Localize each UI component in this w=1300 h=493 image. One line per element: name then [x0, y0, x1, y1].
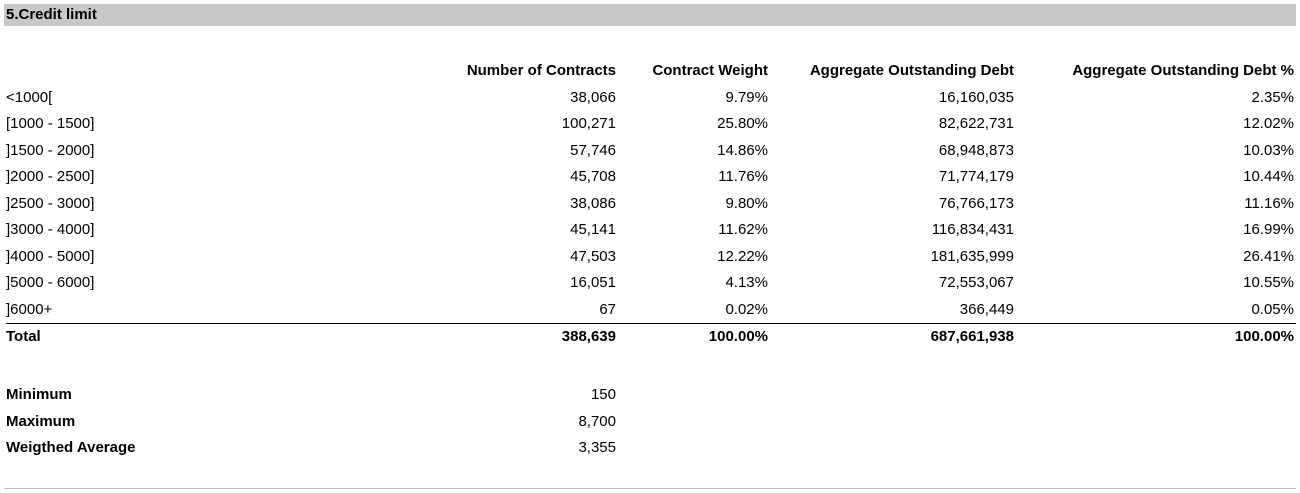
cell-range-label: ]3000 - 4000]	[6, 221, 95, 238]
total-number-of-contracts: 388,639	[414, 323, 618, 351]
cell-contract-weight: 9.79%	[725, 88, 768, 106]
cell-number-of-contracts: 100,271	[561, 115, 616, 132]
cell-range-label: ]2500 - 3000]	[6, 194, 95, 212]
stat-value: 150	[590, 386, 616, 403]
cell-contract-weight: 0.02%	[725, 300, 768, 318]
header-contract-weight: Contract Weight	[652, 62, 768, 79]
cell-number-of-contracts: 45,141	[570, 221, 616, 238]
cell-aggregate-outstanding-debt-pct: 12.02%	[1243, 115, 1294, 132]
total-row: Total 388,639 100.00% 687,661,938 100.00…	[6, 323, 1296, 351]
cell-contract-weight: 12.22%	[717, 247, 768, 265]
cell-aggregate-outstanding-debt-pct: 10.55%	[1243, 274, 1294, 291]
cell-contract-weight: 4.13%	[725, 274, 768, 291]
summary-stats-table: Minimum 150 Maximum 8,700 Weigthed Average 3,…	[6, 382, 618, 462]
cell-aggregate-outstanding-debt-pct: 10.44%	[1243, 168, 1294, 185]
cell-number-of-contracts: 47,503	[570, 247, 616, 265]
total-aggregate-outstanding-debt-pct: 100.00%	[1016, 323, 1296, 351]
table-row: ]2000 - 2500] 45,708 11.76% 71,774,179 10.44…	[6, 164, 1296, 191]
cell-aggregate-outstanding-debt: 116,834,431	[931, 221, 1014, 238]
table-row: ]5000 - 6000] 16,051 4.13% 72,553,067 10.55%	[6, 270, 1296, 297]
table-row: [1000 - 1500] 100,271 25.80% 82,622,731 12.0…	[6, 111, 1296, 138]
cell-aggregate-outstanding-debt: 366,449	[959, 300, 1014, 318]
cell-aggregate-outstanding-debt-pct: 0.05%	[1251, 300, 1294, 318]
stat-value: 8,700	[578, 412, 616, 430]
stat-row: Weigthed Average 3,355	[6, 435, 618, 462]
cell-aggregate-outstanding-debt: 71,774,179	[938, 168, 1014, 185]
table-row: ]2500 - 3000] 38,086 9.80% 76,766,173 11.16%	[6, 191, 1296, 218]
cell-aggregate-outstanding-debt: 72,553,067	[938, 274, 1014, 291]
stat-label: Minimum	[6, 386, 72, 403]
header-number-of-contracts: Number of Contracts	[466, 62, 616, 79]
cell-number-of-contracts: 38,086	[570, 194, 616, 212]
cell-aggregate-outstanding-debt: 181,635,999	[930, 247, 1014, 265]
table-row: ]4000 - 5000] 47,503 12.22% 181,635,999 26.4…	[6, 244, 1296, 271]
total-aggregate-outstanding-debt: 687,661,938	[770, 323, 1016, 351]
stat-value: 3,355	[578, 439, 616, 456]
cell-aggregate-outstanding-debt: 16,160,035	[938, 88, 1014, 106]
cell-number-of-contracts: 67	[599, 300, 616, 318]
cell-range-label: ]2000 - 2500]	[6, 168, 95, 185]
cell-range-label: ]5000 - 6000]	[6, 274, 95, 291]
cell-number-of-contracts: 16,051	[570, 274, 616, 291]
bottom-divider	[4, 488, 1296, 489]
table-row: ]6000+ 67 0.02% 366,449 0.05%	[6, 297, 1296, 324]
cell-contract-weight: 9.80%	[725, 194, 768, 212]
table-row: ]3000 - 4000] 45,141 11.62% 116,834,431 16.9…	[6, 217, 1296, 244]
cell-number-of-contracts: 45,708	[570, 168, 616, 185]
cell-aggregate-outstanding-debt-pct: 16.99%	[1243, 221, 1294, 238]
table-header-row: Number of Contracts Contract Weight Aggr…	[6, 58, 1296, 85]
cell-range-label: ]6000+	[6, 300, 53, 318]
cell-aggregate-outstanding-debt-pct: 10.03%	[1243, 141, 1294, 159]
cell-aggregate-outstanding-debt: 82,622,731	[938, 115, 1014, 132]
cell-range-label: ]1500 - 2000]	[6, 141, 95, 159]
header-aggregate-outstanding-debt: Aggregate Outstanding Debt	[809, 62, 1014, 79]
stat-row: Minimum 150	[6, 382, 618, 409]
cell-number-of-contracts: 38,066	[570, 88, 616, 106]
cell-range-label: [1000 - 1500]	[6, 115, 95, 132]
table-row: <1000[ 38,066 9.79% 16,160,035 2.35%	[6, 85, 1296, 112]
cell-aggregate-outstanding-debt-pct: 26.41%	[1243, 247, 1294, 265]
cell-aggregate-outstanding-debt: 68,948,873	[938, 141, 1014, 159]
section-title: 5.Credit limit	[4, 4, 1296, 26]
cell-range-label: <1000[	[6, 88, 53, 106]
cell-aggregate-outstanding-debt: 76,766,173	[938, 194, 1014, 212]
stat-label: Weigthed Average	[6, 439, 136, 456]
total-contract-weight: 100.00%	[618, 323, 770, 351]
table-row: ]1500 - 2000] 57,746 14.86% 68,948,873 10.03…	[6, 138, 1296, 165]
cell-contract-weight: 25.80%	[717, 115, 768, 132]
cell-aggregate-outstanding-debt-pct: 11.16%	[1244, 194, 1294, 212]
header-label	[6, 58, 414, 85]
cell-aggregate-outstanding-debt-pct: 2.35%	[1251, 88, 1294, 106]
cell-contract-weight: 14.86%	[717, 141, 768, 159]
header-aggregate-outstanding-debt-pct: Aggregate Outstanding Debt %	[1072, 62, 1294, 79]
credit-limit-table: Number of Contracts Contract Weight Aggr…	[6, 58, 1296, 351]
stat-row: Maximum 8,700	[6, 409, 618, 436]
cell-contract-weight: 11.62%	[718, 221, 768, 238]
cell-number-of-contracts: 57,746	[570, 141, 616, 159]
cell-contract-weight: 11.76%	[718, 168, 768, 185]
stat-label: Maximum	[6, 412, 76, 430]
total-label: Total	[6, 323, 414, 351]
cell-range-label: ]4000 - 5000]	[6, 247, 95, 265]
